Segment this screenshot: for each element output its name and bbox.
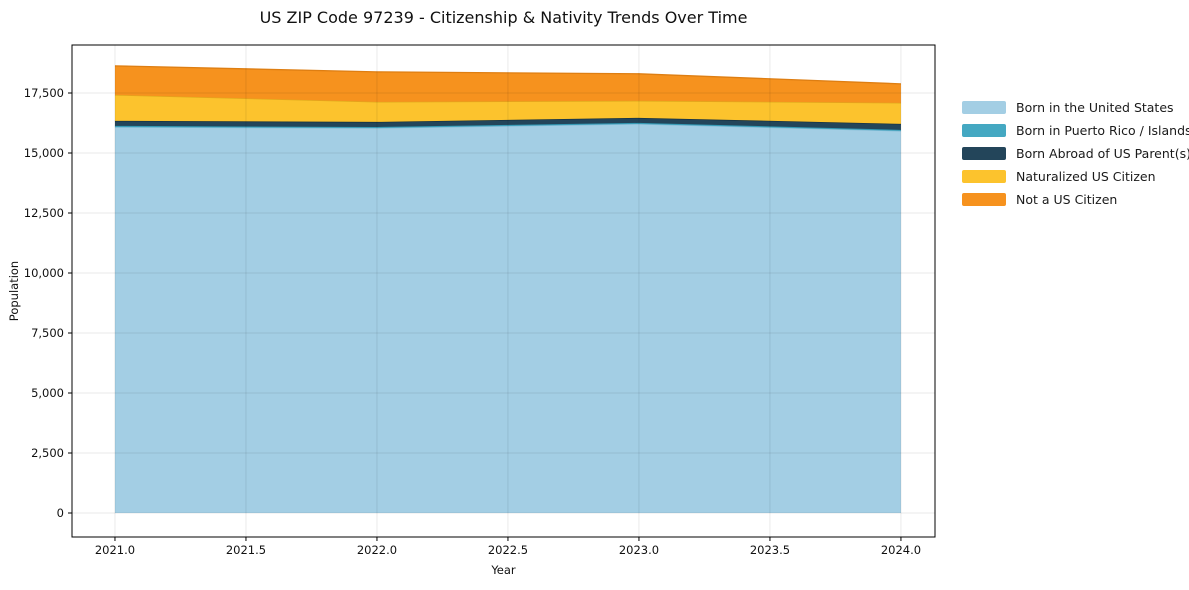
legend-swatch-icon <box>962 147 1006 160</box>
x-tick-label: 2021.5 <box>226 543 266 557</box>
y-tick-label: 10,000 <box>24 266 64 280</box>
legend-swatch-icon <box>962 101 1006 114</box>
legend-swatch-icon <box>962 170 1006 183</box>
edge-not-a-us-citizen <box>114 65 901 85</box>
legend-item-naturalized-us-citizen: Naturalized US Citizen <box>962 170 1189 183</box>
area-not-a-us-citizen <box>114 65 901 103</box>
y-tick-label: 5,000 <box>31 386 64 400</box>
y-tick-label: 2,500 <box>31 446 64 460</box>
y-tick-label: 12,500 <box>24 206 64 220</box>
stacked-areas <box>114 65 901 514</box>
x-axis-label: Year <box>490 563 516 577</box>
y-axis-label: Population <box>7 261 21 321</box>
y-tick-label: 15,000 <box>24 146 64 160</box>
legend-label: Born in Puerto Rico / Islands <box>1016 123 1189 138</box>
x-tick-label: 2022.0 <box>357 543 397 557</box>
legend-label: Born Abroad of US Parent(s) <box>1016 146 1189 161</box>
legend-item-not-a-us-citizen: Not a US Citizen <box>962 193 1189 206</box>
grid-lines <box>72 45 935 537</box>
legend-swatch-icon <box>962 193 1006 206</box>
legend-item-born-in-puerto-rico-islands: Born in Puerto Rico / Islands <box>962 124 1189 137</box>
legend: Born in the United States Born in Puerto … <box>962 101 1189 216</box>
legend-label: Naturalized US Citizen <box>1016 169 1156 184</box>
legend-item-born-abroad-of-us-parent-s: Born Abroad of US Parent(s) <box>962 147 1189 160</box>
x-tick-label: 2021.0 <box>95 543 135 557</box>
legend-item-born-in-the-united-states: Born in the United States <box>962 101 1189 114</box>
chart-title: US ZIP Code 97239 - Citizenship & Nativi… <box>259 8 748 27</box>
axis-ticks: 2021.0 2021.5 2022.0 2022.5 2023.0 2023.5 2024… <box>24 86 921 557</box>
x-tick-label: 2024.0 <box>881 543 921 557</box>
legend-label: Born in the United States <box>1016 100 1174 115</box>
area-born-in-the-united-states <box>114 123 901 514</box>
area-naturalized-us-citizen <box>114 94 901 124</box>
area-born-abroad-of-us-parent-s <box>114 117 901 130</box>
legend-swatch-icon <box>962 124 1006 137</box>
y-tick-label: 7,500 <box>31 326 64 340</box>
y-tick-label: 0 <box>57 506 64 520</box>
x-tick-label: 2023.0 <box>619 543 659 557</box>
legend-label: Not a US Citizen <box>1016 192 1118 207</box>
x-tick-label: 2022.5 <box>488 543 528 557</box>
y-tick-label: 17,500 <box>24 86 64 100</box>
axes-spines <box>71 44 936 538</box>
x-tick-label: 2023.5 <box>750 543 790 557</box>
